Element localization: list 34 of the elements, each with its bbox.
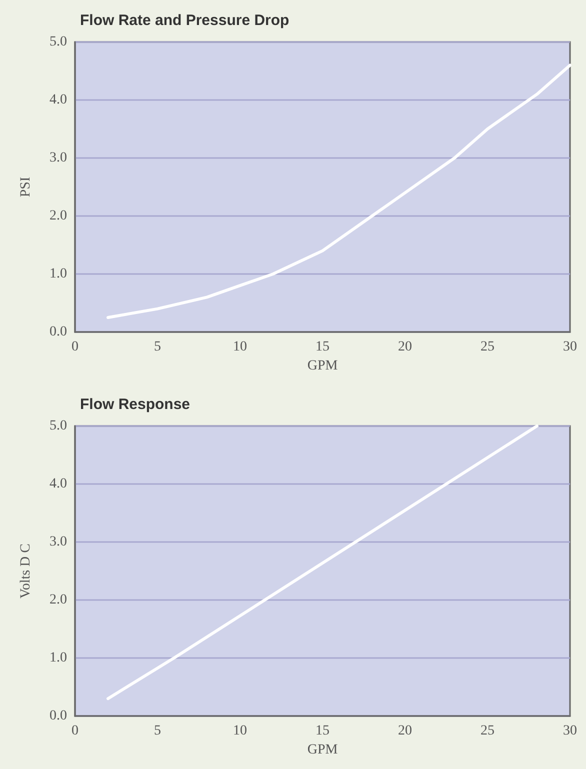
x-tick-label: 10	[233, 724, 247, 738]
line-series	[106, 424, 538, 700]
y-tick-label: 3.0	[50, 534, 67, 550]
y-tick-label: 3.0	[50, 150, 67, 166]
y-axis-title: PSI	[18, 176, 34, 198]
x-tick-label: 20	[398, 340, 412, 354]
x-axis-title: GPM	[307, 358, 338, 374]
chart-title: Flow Rate and Pressure Drop	[80, 12, 290, 29]
y-tick-label: 1.0	[50, 266, 67, 282]
y-tick-label: 4.0	[50, 92, 67, 108]
y-tick-label: 2.0	[50, 208, 67, 224]
x-tick-label: 0	[72, 340, 78, 354]
x-axis-title: GPM	[307, 742, 338, 758]
x-tick-label: 30	[563, 340, 577, 354]
x-tick-label: 15	[316, 340, 330, 354]
x-tick-label: 5	[154, 340, 161, 354]
line-series	[106, 64, 572, 319]
chart-title: Flow Response	[80, 396, 190, 413]
y-tick-label: 5.0	[50, 34, 67, 50]
y-axis-title: Volts D C	[18, 544, 34, 598]
y-tick-label: 5.0	[50, 418, 67, 434]
x-tick-label: 25	[480, 340, 494, 354]
y-tick-label: 1.0	[50, 650, 67, 666]
x-tick-label: 5	[154, 724, 161, 738]
x-tick-label: 10	[233, 340, 247, 354]
x-tick-label: 25	[480, 724, 494, 738]
x-tick-label: 0	[72, 724, 78, 738]
y-tick-label: 0.0	[50, 708, 67, 724]
x-tick-label: 15	[316, 724, 330, 738]
x-tick-label: 20	[398, 724, 412, 738]
y-tick-label: 0.0	[50, 324, 67, 340]
y-tick-label: 2.0	[50, 592, 67, 608]
y-tick-label: 4.0	[50, 476, 67, 492]
x-tick-label: 30	[563, 724, 577, 738]
